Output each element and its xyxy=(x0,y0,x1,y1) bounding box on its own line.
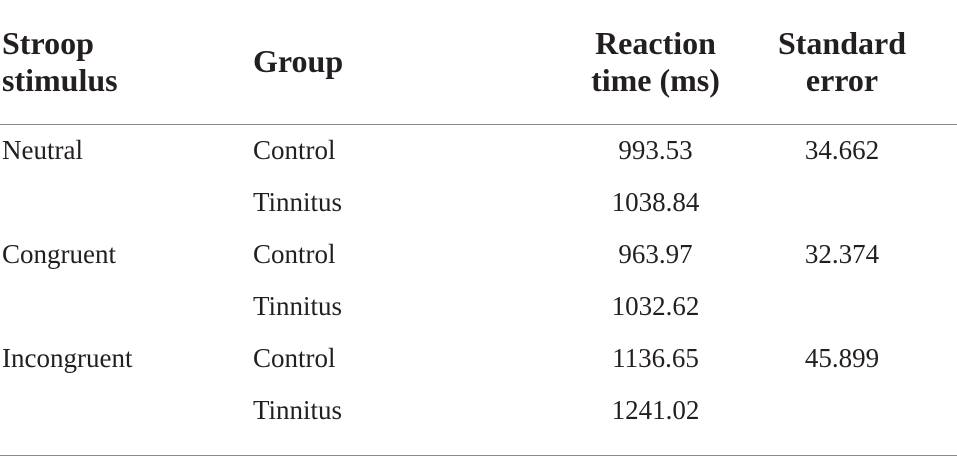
table-header: Stroop stimulus Group Reaction time (ms)… xyxy=(0,0,957,125)
cell-stimulus xyxy=(0,176,250,228)
cell-group: Tinnitus xyxy=(253,394,343,425)
cell-standard-error xyxy=(757,280,957,332)
cell-reaction-time: 993.53 xyxy=(618,134,693,165)
table-row: Tinnitus 1038.84 xyxy=(0,176,957,228)
cell-reaction-time: 1241.02 xyxy=(611,394,700,425)
cell-reaction-time: 1032.62 xyxy=(611,290,700,321)
stroop-reaction-time-table: Stroop stimulus Group Reaction time (ms)… xyxy=(0,0,957,436)
cell-stimulus: Congruent xyxy=(2,238,116,269)
header-group: Group xyxy=(250,0,470,125)
cell-reaction-time: 1038.84 xyxy=(611,186,700,217)
header-reaction-time-line2: time (ms) xyxy=(591,61,720,98)
cell-group: Control xyxy=(253,238,336,269)
header-row: Stroop stimulus Group Reaction time (ms)… xyxy=(0,0,957,125)
header-stroop-stimulus-line1: Stroop xyxy=(2,24,94,61)
table-body: Neutral Control 993.53 34.662 Tinnitus 1… xyxy=(0,124,957,436)
header-standard-error-line1: Standard xyxy=(777,24,907,61)
cell-group: Control xyxy=(253,134,336,165)
cell-group: Tinnitus xyxy=(253,290,343,321)
header-stroop-stimulus: Stroop stimulus xyxy=(0,0,250,125)
table-row: Neutral Control 993.53 34.662 xyxy=(0,124,957,176)
cell-group: Tinnitus xyxy=(253,186,343,217)
header-group-label: Group xyxy=(253,43,344,80)
cell-stimulus: Neutral xyxy=(2,134,83,165)
cell-standard-error: 34.662 xyxy=(804,134,880,165)
cell-standard-error xyxy=(757,176,957,228)
table-row: Congruent Control 963.97 32.374 xyxy=(0,228,957,280)
table-bottom-rule xyxy=(0,455,957,456)
cell-standard-error: 45.899 xyxy=(804,342,880,373)
cell-stimulus: Incongruent xyxy=(2,342,133,373)
cell-reaction-time: 1136.65 xyxy=(612,342,699,373)
cell-reaction-time: 963.97 xyxy=(618,238,693,269)
header-standard-error: Standard error xyxy=(757,0,957,125)
header-stroop-stimulus-line2: stimulus xyxy=(2,61,118,98)
header-reaction-time: Reaction time (ms) xyxy=(470,0,757,125)
cell-stimulus xyxy=(0,280,250,332)
header-reaction-time-line1: Reaction xyxy=(595,24,716,61)
cell-standard-error: 32.374 xyxy=(804,238,880,269)
table-row: Tinnitus 1241.02 xyxy=(0,384,957,436)
header-standard-error-line2: error xyxy=(805,61,879,98)
cell-stimulus xyxy=(0,384,250,436)
cell-standard-error xyxy=(757,384,957,436)
table-row: Tinnitus 1032.62 xyxy=(0,280,957,332)
table-row: Incongruent Control 1136.65 45.899 xyxy=(0,332,957,384)
cell-group: Control xyxy=(253,342,336,373)
